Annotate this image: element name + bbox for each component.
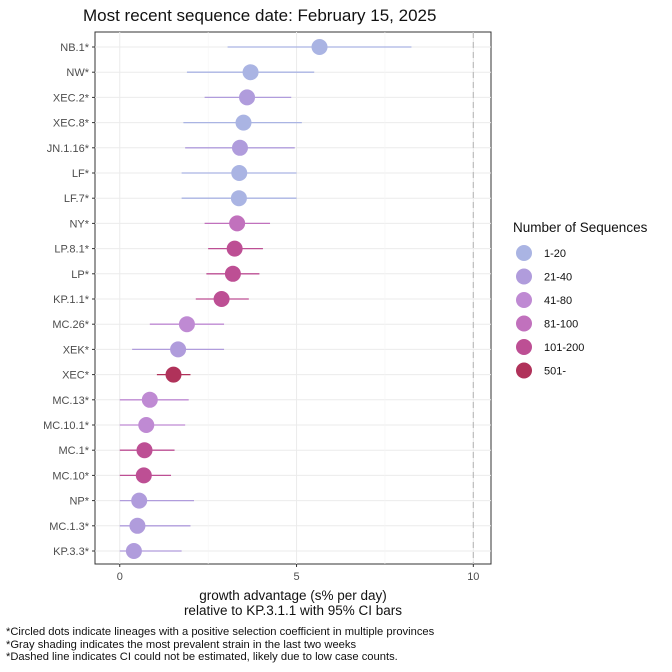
legend: Number of Sequences 1-20 21-40 41-80 81-100… [513, 220, 648, 379]
legend-swatch [516, 362, 532, 379]
y-tick-label: XEK* [63, 344, 90, 356]
legend-title: Number of Sequences [513, 220, 648, 235]
chart-title: Most recent sequence date: February 15, … [83, 6, 436, 25]
y-tick-label: NY* [69, 218, 89, 230]
legend-swatch [516, 268, 532, 285]
footnote-2: *Gray shading indicates the most prevale… [6, 638, 357, 651]
data-point [235, 114, 252, 131]
y-tick-label: XEC* [62, 370, 90, 382]
y-tick-label: KP.3.3* [53, 546, 90, 558]
data-point [129, 517, 146, 534]
data-points [125, 39, 328, 559]
x-axis-label-line1: growth advantage (s% per day) [199, 588, 387, 603]
x-tick-label: 5 [293, 571, 299, 583]
x-tick-label: 0 [117, 571, 123, 583]
data-point [131, 492, 148, 509]
y-tick-label: JN.1.16* [47, 143, 90, 155]
y-tick-label: XEC.8* [53, 118, 90, 130]
data-point [178, 316, 195, 333]
x-axis-ticks: 0 5 10 [117, 564, 479, 583]
y-tick-label: NP* [69, 496, 89, 508]
y-tick-label: MC.1.3* [49, 521, 89, 533]
legend-label: 1-20 [544, 248, 566, 260]
data-point [136, 442, 153, 459]
data-point [165, 366, 182, 383]
legend-label: 21-40 [544, 272, 572, 284]
y-tick-label: MC.10.1* [43, 420, 90, 432]
data-point [226, 240, 243, 257]
legend-label: 81-100 [544, 319, 578, 331]
data-point [213, 291, 230, 307]
x-axis-label-line2: relative to KP.3.1.1 with 95% CI bars [184, 603, 402, 618]
data-point [224, 265, 241, 282]
footnote-1: *Circled dots indicate lineages with a p… [6, 626, 435, 638]
legend-label: 101-200 [544, 342, 584, 354]
legend-label: 41-80 [544, 295, 572, 307]
data-point [138, 417, 155, 433]
legend-swatch [516, 315, 532, 332]
data-point [231, 165, 248, 181]
plot-panel [94, 31, 492, 565]
legend-swatch [516, 339, 532, 355]
y-tick-label: NW* [66, 67, 89, 79]
y-tick-label: LF.7* [64, 193, 90, 205]
data-point [170, 341, 187, 358]
data-point [242, 64, 259, 81]
y-tick-label: MC.1* [58, 445, 89, 457]
data-point [231, 139, 248, 156]
y-tick-label: LP* [71, 269, 89, 281]
y-tick-label: NB.1* [60, 42, 89, 54]
y-tick-label: LF* [72, 168, 90, 180]
data-point [125, 543, 142, 559]
legend-label: 501- [544, 366, 566, 378]
footnote-3: *Dashed line indicates CI could not be e… [6, 651, 398, 663]
x-tick-label: 10 [467, 571, 479, 583]
y-axis-ticks: NB.1* NW* XEC.2* XEC.8* JN.1.16* LF* LF.7* NY* L… [43, 42, 95, 558]
data-point [239, 89, 256, 106]
y-tick-label: LP.8.1* [54, 244, 89, 256]
data-point [229, 215, 246, 232]
data-point [230, 190, 247, 207]
y-tick-label: KP.1.1* [53, 294, 90, 306]
y-tick-label: MC.10* [52, 470, 89, 482]
data-point [311, 39, 328, 55]
data-point [141, 391, 158, 408]
data-point [135, 467, 152, 484]
y-tick-label: MC.26* [52, 319, 89, 331]
y-tick-label: MC.13* [52, 395, 89, 407]
y-tick-label: XEC.2* [53, 92, 90, 104]
legend-swatch [516, 292, 532, 308]
legend-swatch [516, 245, 532, 261]
